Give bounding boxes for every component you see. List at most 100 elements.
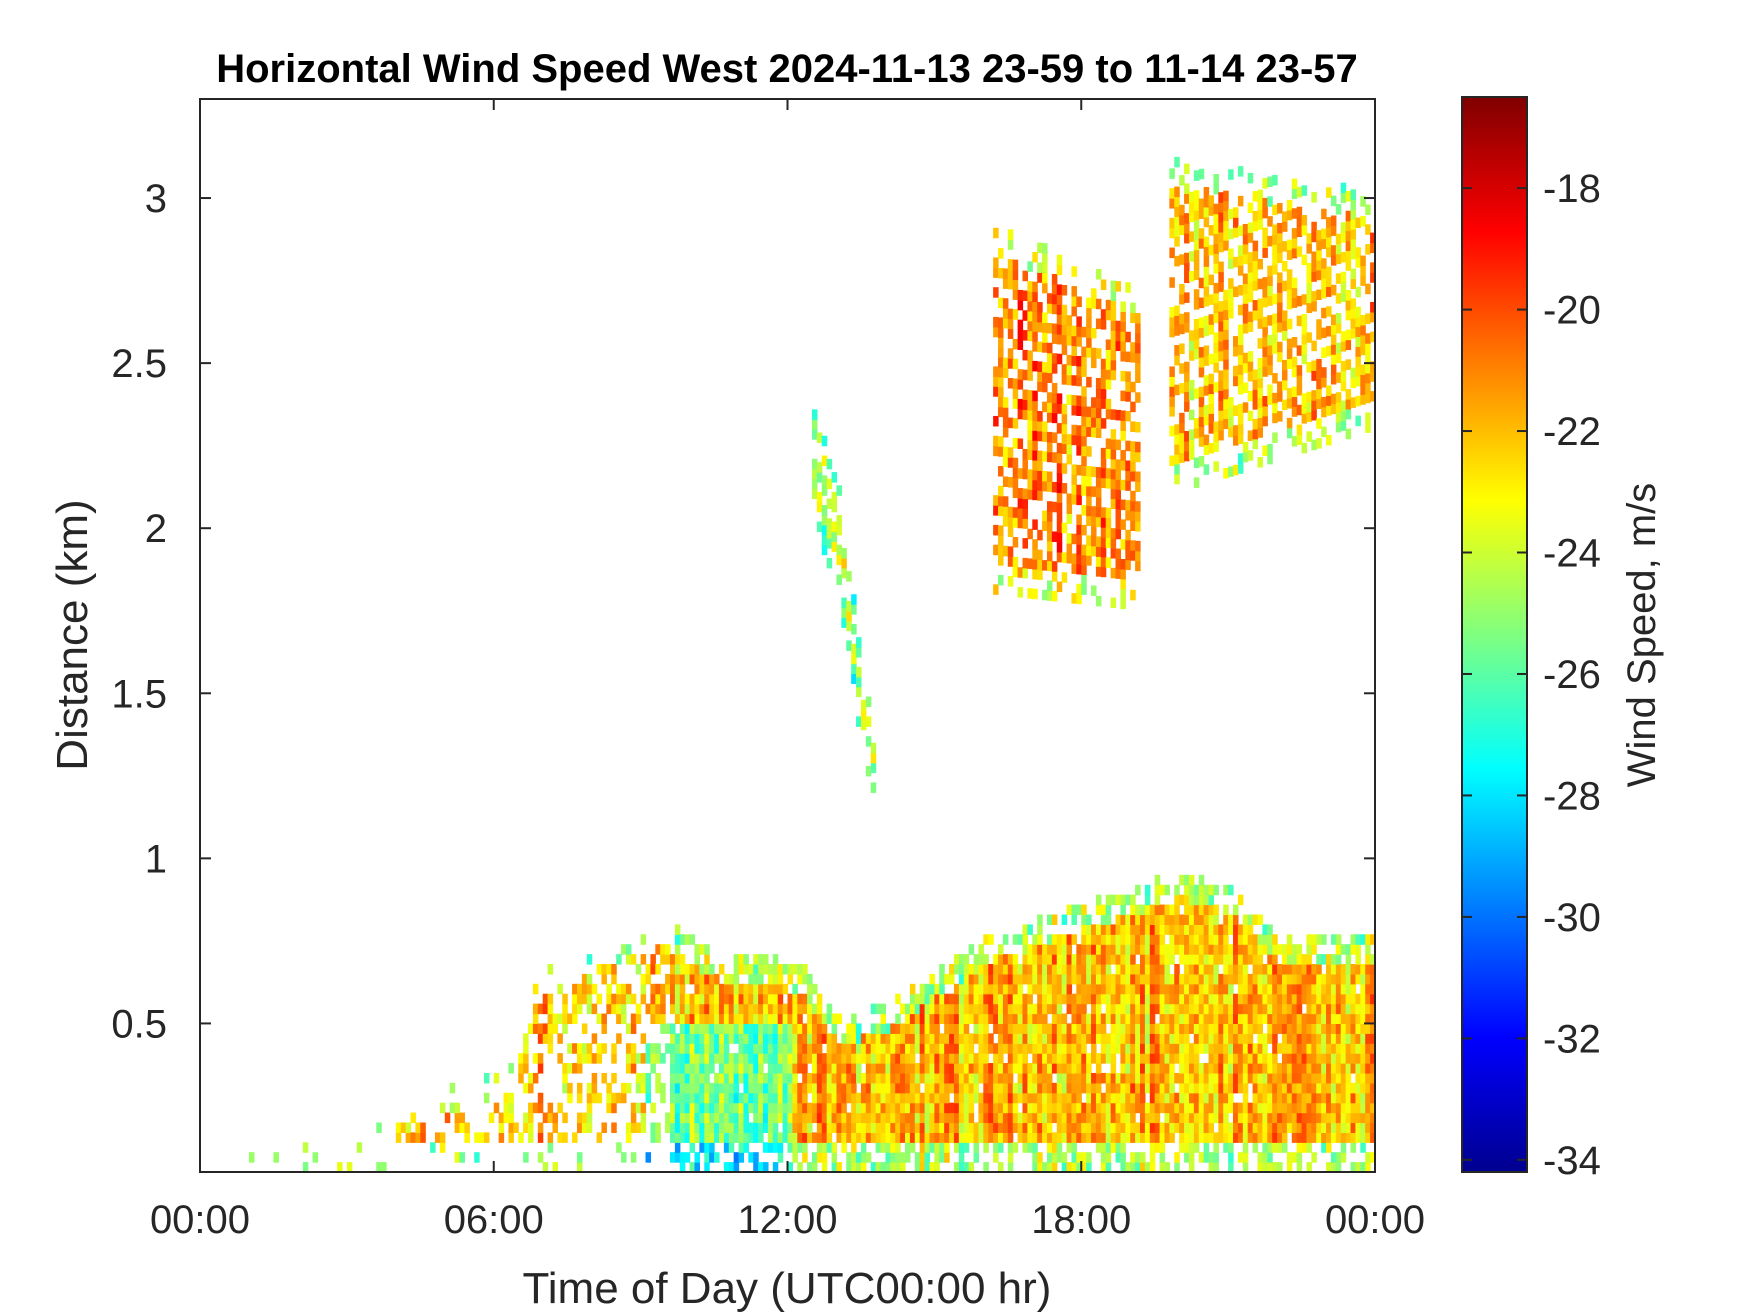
heatmap-cell [684,1053,691,1064]
heatmap-cell [1022,290,1028,301]
heatmap-cell [924,1072,931,1084]
heatmap-cell [1071,286,1077,297]
heatmap-cell [1037,569,1043,580]
heatmap-cell [1071,375,1077,386]
heatmap-cell [1208,393,1215,404]
heatmap-cell [1037,964,1043,975]
heatmap-cell [1164,973,1170,985]
heatmap-cell [581,1023,588,1034]
heatmap-cell [1301,314,1308,325]
heatmap-cell [758,1162,764,1172]
heatmap-cell [1105,349,1112,360]
heatmap-cell [1277,1043,1283,1054]
heatmap-cell [1262,277,1268,288]
heatmap-cell [738,1043,745,1054]
heatmap-cell [1272,412,1278,424]
heatmap-cell [1056,1013,1063,1025]
heatmap-cell [1002,506,1009,517]
heatmap-cell [1032,519,1038,530]
heatmap-cell [1012,934,1019,945]
heatmap-cell [1311,1152,1317,1163]
heatmap-cell [1203,914,1210,925]
heatmap-cell [689,1112,696,1124]
heatmap-cell [1188,894,1195,906]
heatmap-cell [811,1072,818,1084]
heatmap-cell [1086,983,1092,995]
heatmap-cell [1046,944,1053,955]
heatmap-cell [709,1132,715,1143]
heatmap-cell [1267,1102,1273,1114]
heatmap-cell [1365,1003,1371,1015]
heatmap-cell [714,1003,720,1015]
heatmap-cell [1095,1063,1102,1074]
heatmap-cell [1012,954,1019,965]
heatmap-cell [1233,1072,1239,1084]
heatmap-cell [572,1132,578,1143]
heatmap-cell [1100,964,1107,975]
heatmap-cell [1208,244,1215,256]
heatmap-cell [1237,993,1244,1005]
heatmap-cell [1086,505,1092,517]
heatmap-cell [1306,993,1312,1005]
heatmap-cell [1223,299,1229,311]
heatmap-cell [1081,964,1087,975]
heatmap-cell [748,964,754,975]
heatmap-cell [508,1063,514,1074]
heatmap-cell [1091,585,1097,596]
heatmap-cell [1091,525,1097,537]
heatmap-cell [1120,983,1126,995]
heatmap-cell [1061,1043,1068,1054]
heatmap-cell [1130,510,1136,522]
heatmap-cell [1355,217,1361,229]
heatmap-cell [851,653,857,665]
heatmap-cell [1086,1033,1092,1044]
heatmap-cell [1355,1033,1361,1044]
heatmap-cell [1267,1082,1273,1094]
heatmap-cell [1174,1033,1180,1044]
heatmap-cell [1046,1043,1053,1054]
heatmap-cell [1002,1023,1009,1034]
heatmap-cell [919,1043,926,1054]
heatmap-cell [821,1072,828,1084]
heatmap-cell [826,1122,833,1133]
heatmap-cell [1115,469,1122,480]
heatmap-cell [1120,479,1126,491]
heatmap-cell [376,1162,382,1172]
heatmap-cell [1002,1063,1009,1074]
heatmap-cell [576,1152,583,1163]
heatmap-cell [1144,1162,1151,1172]
heatmap-cell [714,983,720,995]
heatmap-cell [1007,1003,1014,1015]
heatmap-cell [1223,993,1229,1005]
heatmap-cell [1017,329,1024,341]
heatmap-cell [1179,1043,1185,1054]
heatmap-cell [1091,1092,1097,1104]
heatmap-cell [851,594,857,605]
heatmap-cell [1110,548,1117,559]
heatmap-cell [944,1112,950,1124]
heatmap-cell [777,964,784,975]
heatmap-cell [1042,1082,1048,1094]
heatmap-cell [1306,391,1312,403]
heatmap-cell [831,1142,838,1153]
heatmap-cell [1228,1152,1234,1163]
heatmap-cell [1105,964,1112,975]
heatmap-cell [1262,1013,1268,1025]
heatmap-cell [1188,201,1195,213]
heatmap-cell [1267,196,1273,207]
heatmap-cell [1218,241,1224,253]
heatmap-cell [1296,1112,1303,1124]
heatmap-cell [1051,323,1058,335]
heatmap-cell [1321,1033,1327,1044]
heatmap-cell [792,1033,798,1044]
heatmap-cell [905,1013,911,1025]
heatmap-cell [1002,407,1009,418]
heatmap-cell [905,1072,911,1084]
heatmap-cell [767,1082,774,1094]
heatmap-cell [1174,216,1180,227]
heatmap-cell [1027,409,1033,421]
heatmap-cell [1188,964,1195,975]
heatmap-cell [1095,1033,1102,1044]
heatmap-cell [875,1092,882,1104]
heatmap-cell [909,1063,916,1074]
